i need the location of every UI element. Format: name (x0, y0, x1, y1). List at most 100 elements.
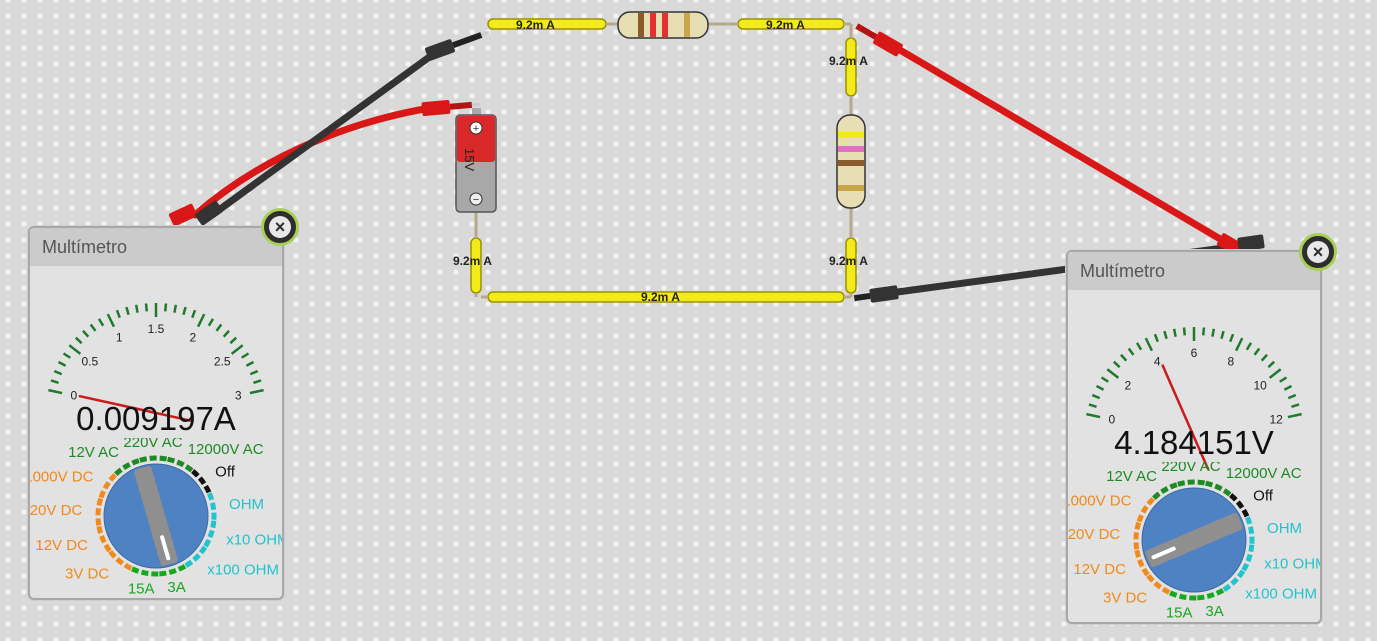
selector-position-label[interactable]: 15A (1166, 605, 1193, 622)
scale-tick-label: 0 (70, 389, 77, 403)
selector-ring-segment (95, 496, 104, 526)
selector-position-label[interactable]: Off (1253, 488, 1274, 505)
selector-ring-segment (1196, 588, 1225, 601)
selector-position-label[interactable]: 12V DC (1073, 561, 1126, 578)
selector-ring-segment (1240, 544, 1255, 573)
selector-ring-segment (1152, 481, 1179, 501)
selector-position-label[interactable]: x100 OHM (1245, 585, 1317, 602)
minor-tick (1120, 353, 1128, 362)
selector-position-label[interactable]: 220V DC (1068, 526, 1120, 543)
minor-tick (249, 369, 259, 376)
selector-position-label[interactable]: 1000V DC (1068, 492, 1132, 509)
probe-tip-black-bottom[interactable] (853, 285, 899, 305)
minor-tick (115, 309, 121, 319)
minor-tick (1267, 360, 1276, 369)
multimeter-right[interactable]: Multímetro 0 2 4 6 8 10 12 4.184151V 12V AC 220… (1066, 250, 1322, 624)
selector-ring-segment (1177, 479, 1207, 487)
scale-tick-label: 0 (1108, 413, 1115, 427)
minor-tick (82, 329, 90, 338)
selector-position-label[interactable]: 1000V DC (30, 468, 94, 485)
range-selector[interactable]: 12V AC 220V AC 12000V AC Off OHM x10 OHM x100 … (30, 438, 282, 598)
probe-tip-black-top[interactable] (424, 26, 491, 62)
probe-tip-red-battery[interactable] (421, 97, 480, 117)
selector-position-label[interactable]: 12V AC (68, 444, 119, 461)
selector-position-label[interactable]: 12000V AC (1226, 465, 1302, 482)
minor-tick (1287, 393, 1297, 400)
selector-position-label[interactable]: 220V AC (123, 438, 182, 451)
selector-position-label[interactable]: x10 OHM (1264, 555, 1320, 572)
battery[interactable]: + − 15V (455, 108, 497, 213)
selector-position-label[interactable]: Off (215, 464, 236, 481)
selector-position-label[interactable]: 12000V AC (188, 441, 264, 458)
probe-tip-red-right[interactable] (853, 20, 903, 57)
selector-ring-segment (107, 549, 133, 571)
meter-needle (78, 394, 192, 422)
right-meter-red-cable (896, 46, 1236, 250)
left-meter-plugs[interactable] (168, 200, 223, 227)
minor-tick (215, 323, 223, 332)
minor-tick (163, 303, 168, 312)
minor-tick (1260, 353, 1268, 362)
selector-position-label[interactable]: 3A (1205, 603, 1223, 620)
close-icon[interactable]: × (1299, 233, 1337, 271)
selector-position-label[interactable]: x100 OHM (207, 561, 279, 578)
wire-right-upper[interactable]: 9.2m A (829, 37, 868, 97)
selector-ring-segment (139, 455, 169, 463)
selector-ring-segment (1205, 480, 1233, 498)
major-tick (230, 344, 244, 355)
minor-tick (1245, 342, 1253, 351)
current-label: 9.2m A (829, 54, 868, 68)
selector-ring-segment (114, 457, 141, 477)
selector-position-label[interactable]: 3A (167, 579, 185, 596)
minor-tick (245, 360, 255, 367)
wire-top-left[interactable]: 9.2m A (487, 18, 607, 32)
minor-tick (1220, 330, 1225, 340)
close-icon[interactable]: × (261, 208, 299, 246)
minor-tick (173, 304, 178, 313)
minor-tick (74, 336, 83, 345)
resistor-right[interactable] (836, 114, 866, 209)
minor-tick (89, 323, 97, 332)
selector-position-label[interactable]: 12V AC (1106, 468, 1157, 485)
wire-right-lower[interactable]: 9.2m A (829, 237, 868, 294)
minor-tick (1172, 328, 1177, 337)
minor-tick (1229, 333, 1235, 343)
minor-tick (1201, 327, 1206, 336)
minor-tick (1279, 376, 1288, 383)
minor-tick (1100, 376, 1109, 383)
major-tick (68, 344, 82, 355)
multimeter-left[interactable]: Multímetro 0 0.5 1 1.5 2 2.5 3 0.009197A 12V A… (28, 226, 284, 600)
battery-plus-sign: + (473, 123, 479, 135)
minor-tick (144, 303, 149, 312)
selector-position-label[interactable]: 15A (128, 581, 155, 598)
minor-tick (1182, 327, 1187, 336)
minor-tick (1283, 384, 1293, 391)
selector-position-label[interactable]: OHM (1267, 520, 1302, 537)
resistor-top[interactable] (617, 11, 709, 39)
minor-tick (1091, 393, 1101, 400)
selector-ring-segment (1133, 520, 1142, 550)
minor-tick (1153, 333, 1159, 343)
scale-tick-label: 3 (235, 389, 242, 403)
wire-left[interactable]: 9.2m A (453, 237, 492, 294)
major-tick (1086, 412, 1101, 419)
selector-position-label[interactable]: 220V DC (30, 502, 82, 519)
major-tick (106, 313, 116, 328)
selector-position-label[interactable]: 12V DC (35, 537, 88, 554)
current-label: 9.2m A (453, 254, 492, 268)
minor-tick (1253, 347, 1261, 356)
minor-tick (182, 306, 187, 316)
selector-position-label[interactable]: 220V AC (1161, 462, 1220, 475)
selector-position-label[interactable]: OHM (229, 496, 264, 513)
range-selector[interactable]: 12V AC 220V AC 12000V AC Off OHM x10 OHM x100 … (1068, 462, 1320, 622)
wire-top-right[interactable]: 9.2m A (737, 18, 845, 32)
scale-tick-label: 2 (189, 331, 196, 345)
wire-bottom[interactable]: 9.2m A (487, 290, 845, 304)
battery-voltage-label: 15V (462, 148, 477, 171)
selector-ring-segment (191, 469, 212, 495)
selector-position-label[interactable]: 3V DC (65, 565, 109, 582)
selector-position-label[interactable]: 3V DC (1103, 589, 1147, 606)
selector-position-label[interactable]: x10 OHM (226, 531, 282, 548)
selector-ring-segment (167, 456, 195, 474)
